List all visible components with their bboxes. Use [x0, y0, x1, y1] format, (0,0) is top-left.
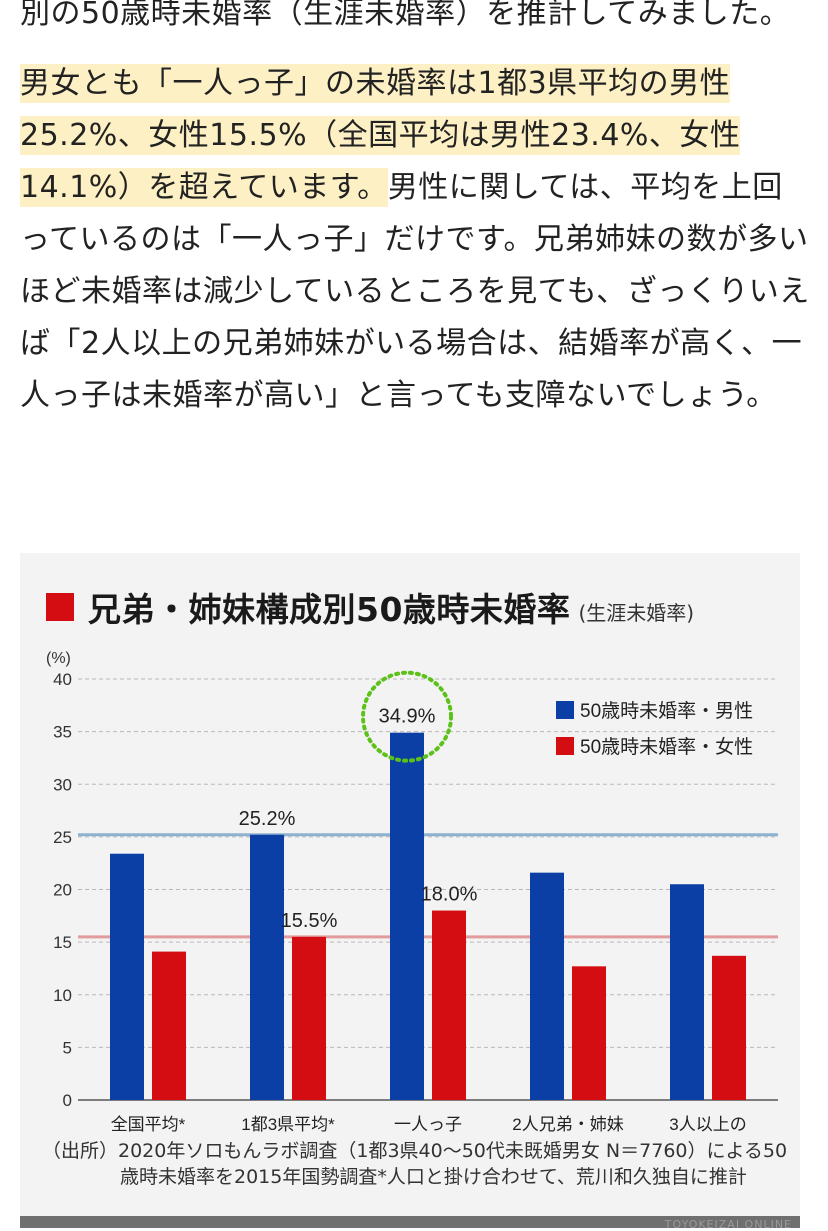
data-label: 34.9% [379, 706, 436, 728]
bar-female [572, 966, 606, 1100]
highlighted-sentence: 男女とも「一人っ子」の未婚率は1都3県平均の男性25.2%、女性15.5%（全国… [20, 64, 741, 207]
y-tick-label: 0 [63, 1091, 72, 1110]
article-body: 別の50歳時未婚率（生涯未婚率）を推計してみました。 男女とも「一人っ子」の未婚… [20, 0, 810, 422]
legend-label: 50歳時未婚率・男性 [580, 700, 753, 722]
legend-swatch-male [556, 701, 574, 719]
chart-title: 兄弟・姉妹構成別50歳時未婚率 [88, 590, 571, 629]
data-label: 25.2% [239, 808, 296, 830]
bar-male [670, 884, 704, 1100]
chart-card: 兄弟・姉妹構成別50歳時未婚率 (生涯未婚率) (%) 0 5 10 15 20 25 30 3… [20, 553, 800, 1228]
y-tick-label: 20 [53, 881, 72, 900]
bar-female [432, 910, 466, 1100]
bar-male [110, 853, 144, 1100]
article-paragraph-1: 別の50歳時未婚率（生涯未婚率）を推計してみました。 [20, 0, 791, 31]
article-paragraph-2: 男女とも「一人っ子」の未婚率は1都3県平均の男性25.2%、女性15.5%（全国… [20, 58, 810, 422]
title-square-marker [46, 593, 74, 621]
footer-credit: TOYOKEIZAI ONLINE [664, 1218, 792, 1231]
x-category-label: 2人兄弟・姉妹 [512, 1115, 623, 1133]
y-tick-label: 35 [53, 723, 72, 742]
bar-male [530, 872, 564, 1100]
y-unit-label: (%) [46, 650, 71, 667]
legend-label: 50歳時未婚率・女性 [580, 736, 753, 758]
legend-swatch-female [556, 737, 574, 755]
highlight-circle [361, 670, 453, 763]
bar-female [712, 955, 746, 1100]
source-line-2: 歳時未婚率を2015年国勢調査*人口と掛け合わせて、荒川和久独自に推計 [120, 1166, 747, 1188]
source-line-1: （出所）2020年ソロもんラボ調査（1都3県40〜50代未既婚男女 N＝7760… [42, 1140, 788, 1162]
chart-subtitle: (生涯未婚率) [578, 600, 695, 625]
data-label: 15.5% [281, 910, 338, 932]
bar-male [390, 732, 424, 1100]
y-tick-label: 10 [53, 986, 72, 1005]
y-tick-label: 25 [53, 828, 72, 847]
y-tick-label: 40 [53, 670, 72, 689]
footer-bar [20, 1216, 800, 1228]
x-category-label: 3人以上の [669, 1115, 746, 1133]
bar-female [292, 936, 326, 1100]
bar-male [250, 834, 284, 1100]
y-tick-label: 15 [53, 933, 72, 952]
x-category-label: 1都3県平均* [241, 1115, 335, 1133]
x-category-label: 一人っ子 [394, 1115, 462, 1133]
bar-female [152, 951, 186, 1100]
bar-chart: (%) 0 5 10 15 20 25 30 35 40 全国平均* 1都3県平均* 一人っ子 2人兄弟・… [46, 650, 778, 1133]
y-tick-label: 5 [63, 1038, 72, 1057]
data-label: 18.0% [421, 884, 478, 906]
paragraph-2-rest: 男性に関しては、平均を上回っているのは「一人っ子」だけです。兄弟姉妹の数が多いほ… [20, 170, 810, 413]
source-note: （出所）2020年ソロもんラボ調査（1都3県40〜50代未既婚男女 N＝7760… [42, 1138, 792, 1190]
x-category-label: 全国平均* [111, 1115, 186, 1133]
chart-title-row: 兄弟・姉妹構成別50歳時未婚率 (生涯未婚率) [46, 583, 694, 631]
y-tick-label: 30 [53, 775, 72, 794]
